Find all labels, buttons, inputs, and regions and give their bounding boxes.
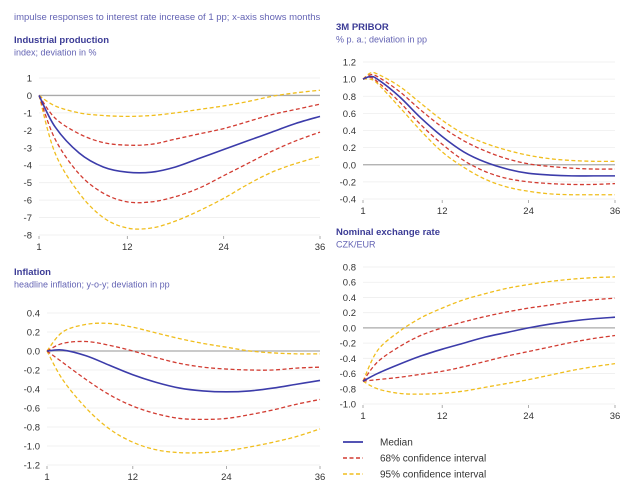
x-tick-label: 1	[360, 206, 365, 217]
panel-nominal-exchange-rate: Nominal exchange rate CZK/EUR 0.8 0.6 0.4 0.2…	[336, 227, 620, 422]
y-tick-label: -0.4	[340, 354, 356, 365]
y-tick-label: -0.2	[24, 366, 40, 377]
panel-title: Nominal exchange rate	[336, 227, 440, 238]
y-tick-label: 0.0	[343, 323, 356, 334]
legend-label: 68% confidence interval	[380, 454, 486, 465]
panel-3m-pribor: 3M PRIBOR % p. a.; deviation in pp 1.2 1.0 0…	[336, 22, 620, 217]
y-tick-label: 0.0	[343, 160, 356, 171]
ci68-line	[362, 297, 616, 382]
y-tick-label: 0.2	[343, 143, 356, 154]
x-tick-label: 1	[360, 411, 365, 422]
ci95-line	[362, 363, 616, 395]
x-tick-label: 12	[122, 242, 133, 253]
legend-label: 95% confidence interval	[380, 470, 486, 481]
x-tick-label: 1	[44, 472, 49, 483]
median-line	[38, 95, 321, 174]
y-tick-label: -0.4	[24, 385, 40, 396]
ci68-line	[362, 76, 616, 186]
legend-label: Median	[380, 438, 413, 449]
x-tick-label: 24	[523, 206, 534, 217]
y-tick-label: -1.0	[24, 442, 40, 453]
y-tick-label: -1.0	[340, 400, 356, 411]
y-tick-label: -5	[24, 178, 32, 189]
y-tick-label: 0.8	[343, 92, 356, 103]
panel-subtitle: headline inflation; y-o-y; deviation in …	[14, 280, 170, 290]
median-line	[362, 316, 616, 382]
y-tick-label: -6	[24, 196, 32, 207]
ci68-line	[46, 340, 321, 371]
y-tick-label: -0.6	[340, 369, 356, 380]
y-tick-label: 0.4	[343, 126, 356, 137]
x-tick-label: 12	[437, 411, 448, 422]
ci68-line	[46, 350, 321, 421]
ci95-line	[46, 350, 321, 454]
ci95-line	[38, 89, 321, 118]
panel-subtitle: CZK/EUR	[336, 240, 376, 250]
panel-inflation: Inflation headline inflation; y-o-y; devi…	[14, 267, 325, 483]
x-tick-label: 36	[610, 411, 621, 422]
y-tick-label: -3	[24, 143, 32, 154]
y-tick-label: -0.2	[340, 177, 356, 188]
panel-subtitle: index; deviation in %	[14, 48, 97, 58]
ci95-line	[38, 95, 321, 230]
x-tick-label: 12	[437, 206, 448, 217]
x-tick-label: 24	[523, 411, 534, 422]
ci68-line	[38, 95, 321, 204]
x-tick-label: 24	[218, 242, 229, 253]
y-tick-label: 1.2	[343, 58, 356, 69]
y-tick-label: 1	[27, 74, 32, 85]
ci68-line	[362, 334, 616, 382]
ci95-line	[362, 78, 615, 196]
ci95-line	[46, 322, 321, 355]
x-tick-label: 36	[610, 206, 621, 217]
median-line	[46, 349, 321, 393]
x-tick-label: 36	[315, 472, 326, 483]
y-tick-label: -1.2	[24, 461, 40, 472]
panel-industrial-production: Industrial production index; deviation in…	[14, 35, 325, 253]
panel-title: 3M PRIBOR	[336, 22, 389, 33]
panel-subtitle: % p. a.; deviation in pp	[336, 35, 427, 45]
x-tick-label: 36	[315, 242, 326, 253]
y-tick-label: -0.8	[340, 384, 356, 395]
median-line	[362, 75, 615, 177]
ci95-line	[362, 71, 616, 163]
y-tick-label: 0.6	[343, 278, 356, 289]
panel-title: Inflation	[14, 267, 51, 278]
y-tick-label: 0	[27, 91, 32, 102]
y-tick-label: -4	[24, 161, 32, 172]
ci68-line	[362, 73, 616, 170]
y-tick-label: 0.0	[27, 347, 40, 358]
y-tick-label: -0.6	[24, 404, 40, 415]
legend: Median 68% confidence interval 95% confide…	[343, 438, 486, 481]
panel-title: Industrial production	[14, 35, 109, 46]
y-tick-label: 1.0	[343, 75, 356, 86]
y-tick-label: 0.8	[343, 263, 356, 274]
figure-note: impulse responses to interest rate incre…	[14, 12, 321, 23]
y-tick-label: -0.8	[24, 423, 40, 434]
x-tick-label: 12	[128, 472, 139, 483]
y-tick-label: -7	[24, 213, 32, 224]
y-tick-label: -1	[24, 108, 32, 119]
y-tick-label: -0.2	[340, 339, 356, 350]
y-tick-label: 0.6	[343, 109, 356, 120]
y-tick-label: 0.4	[343, 293, 356, 304]
ci68-line	[38, 95, 321, 146]
y-tick-label: 0.2	[27, 328, 40, 339]
y-tick-label: -0.4	[340, 195, 356, 206]
y-tick-label: -2	[24, 126, 32, 137]
y-tick-label: 0.4	[27, 309, 40, 320]
ci95-line	[362, 276, 616, 382]
y-tick-label: -8	[24, 231, 32, 242]
y-tick-label: 0.2	[343, 308, 356, 319]
x-tick-label: 1	[36, 242, 41, 253]
x-tick-label: 24	[221, 472, 232, 483]
